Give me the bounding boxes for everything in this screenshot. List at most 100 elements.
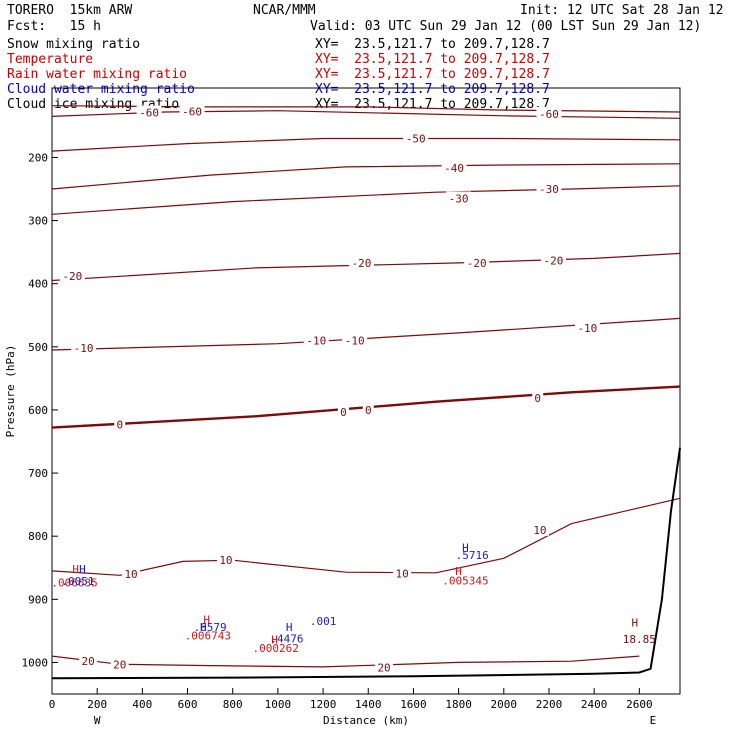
x-axis-title: Distance (km) — [323, 714, 409, 727]
y-tick-label: 200 — [28, 151, 48, 164]
temperature-contour-line — [51, 185, 681, 215]
max-marker: .000262 — [252, 642, 298, 655]
contour-label: 10 — [533, 524, 546, 537]
contour-label: 20 — [113, 658, 126, 671]
x-tick-label: 2000 — [491, 698, 518, 711]
max-marker: .5716 — [456, 549, 489, 562]
init-time: Init: 12 UTC Sat 28 Jan 12 — [520, 3, 724, 18]
contour-label: -60 — [139, 107, 159, 120]
contour-label: -30 — [539, 183, 559, 196]
contour-label-bg — [136, 105, 162, 119]
x-tick-label: 1000 — [265, 698, 292, 711]
x-tick-label: 2400 — [581, 698, 608, 711]
contour-label: 20 — [377, 661, 390, 674]
x-tick-label: 1600 — [400, 698, 427, 711]
max-marker: H — [462, 542, 469, 555]
temperature-contour-line — [51, 385, 681, 429]
y-tick-label: 500 — [28, 341, 48, 354]
max-marker: 18.85 — [623, 633, 656, 646]
max-marker: H — [286, 621, 293, 634]
y-tick-label: 400 — [28, 278, 48, 291]
x-tick-label: 200 — [87, 698, 107, 711]
legend-label-rain: Rain water mixing ratio — [7, 67, 188, 82]
x-tick-label: 0 — [49, 698, 56, 711]
x-tick-label: 2600 — [626, 698, 653, 711]
forecast-hour: Fcst: 15 h — [7, 19, 101, 34]
contour-label-bg — [375, 660, 394, 674]
axes: 0 200 400 600 800 1000 1200 1400 1600 1800 2000 220… — [4, 151, 656, 727]
contour-label-bg — [348, 255, 374, 269]
contour-label-bg — [532, 390, 544, 404]
max-marker: .001 — [310, 615, 337, 628]
contour-label-bg — [393, 566, 412, 580]
temperature-contour-line — [51, 252, 681, 282]
contour-label: 0 — [365, 404, 372, 417]
contour-label-bg — [216, 553, 235, 567]
max-marker: H — [203, 614, 210, 627]
contour-label-bg — [446, 191, 472, 205]
contour-label: -60 — [539, 108, 559, 121]
temperature-contour-line — [51, 497, 681, 576]
temperature-contours — [51, 105, 681, 668]
contour-label-bg — [110, 657, 129, 671]
max-markers: H H.006635.0051H.6579H.006743H.4476H.0002… — [51, 542, 655, 655]
contour-label-bg — [362, 402, 374, 416]
y-axis-title: Pressure (hPa) — [4, 345, 17, 438]
temperature-contour-line — [51, 317, 681, 351]
contour-label: 0 — [340, 406, 347, 419]
max-marker: H — [200, 621, 207, 634]
endpoint-east: E — [650, 714, 657, 727]
contour-label-bg — [114, 417, 126, 431]
x-tick-label: 1200 — [310, 698, 337, 711]
contour-label: -10 — [577, 322, 597, 335]
contour-label: -10 — [74, 342, 94, 355]
legend-label-temperature: Temperature — [7, 52, 94, 67]
contour-label-bg — [122, 567, 141, 581]
legend-label-cloud-water: Cloud water mixing ratio — [7, 82, 195, 97]
x-tick-label: 1400 — [355, 698, 382, 711]
max-marker: .006635 — [51, 576, 97, 589]
legend-label-snow: Snow mixing ratio — [7, 37, 141, 52]
contour-label-bg — [303, 333, 329, 347]
contour-label: -20 — [352, 257, 372, 270]
contour-label: -20 — [62, 270, 82, 283]
contour-label: -50 — [406, 133, 426, 146]
max-marker: .0051 — [61, 575, 94, 588]
contour-label: 10 — [124, 568, 137, 581]
legend-label-cloud-ice: Cloud ice mixing ratio — [7, 97, 180, 112]
contour-label-bg — [59, 269, 85, 283]
temperature-contour-line — [51, 655, 640, 668]
contour-label: 10 — [219, 554, 232, 567]
contour-label-bg — [574, 320, 600, 334]
max-marker: .6579 — [194, 621, 227, 634]
contour-label-bg — [464, 255, 490, 269]
contour-label: -40 — [444, 162, 464, 175]
max-marker: .006743 — [185, 629, 231, 642]
temperature-contour-line — [51, 110, 681, 119]
contour-labels: -60 -60 -60 -50 -40 -30 -30 -20 -20 -20 -20 -10 -10 -… — [59, 104, 600, 674]
max-marker: H — [79, 563, 86, 576]
y-tick-label: 700 — [28, 467, 48, 480]
max-marker: H — [632, 617, 639, 630]
contour-label: -60 — [182, 105, 202, 118]
legend-xy-cloud-water: XY= 23.5,121.7 to 209.7,128.7 — [315, 82, 550, 97]
y-tick-label: 300 — [28, 215, 48, 228]
endpoint-west: W — [94, 714, 101, 727]
legend-xy-temperature: XY= 23.5,121.7 to 209.7,128.7 — [315, 52, 550, 67]
contour-label: 20 — [82, 655, 95, 668]
max-marker: H — [72, 563, 79, 576]
x-tick-label: 600 — [178, 698, 198, 711]
temperature-contour-line — [51, 137, 681, 152]
y-tick-label: 900 — [28, 593, 48, 606]
legend-xy-snow: XY= 23.5,121.7 to 209.7,128.7 — [315, 37, 550, 52]
terrain-line — [51, 447, 681, 680]
contour-label-bg — [179, 104, 205, 118]
max-marker: H — [271, 634, 278, 647]
x-tick-label: 800 — [223, 698, 243, 711]
contour-label: 0 — [534, 392, 541, 405]
contour-label-bg — [536, 106, 562, 120]
contour-label: 0 — [116, 418, 123, 431]
contour-label: -10 — [345, 335, 365, 348]
